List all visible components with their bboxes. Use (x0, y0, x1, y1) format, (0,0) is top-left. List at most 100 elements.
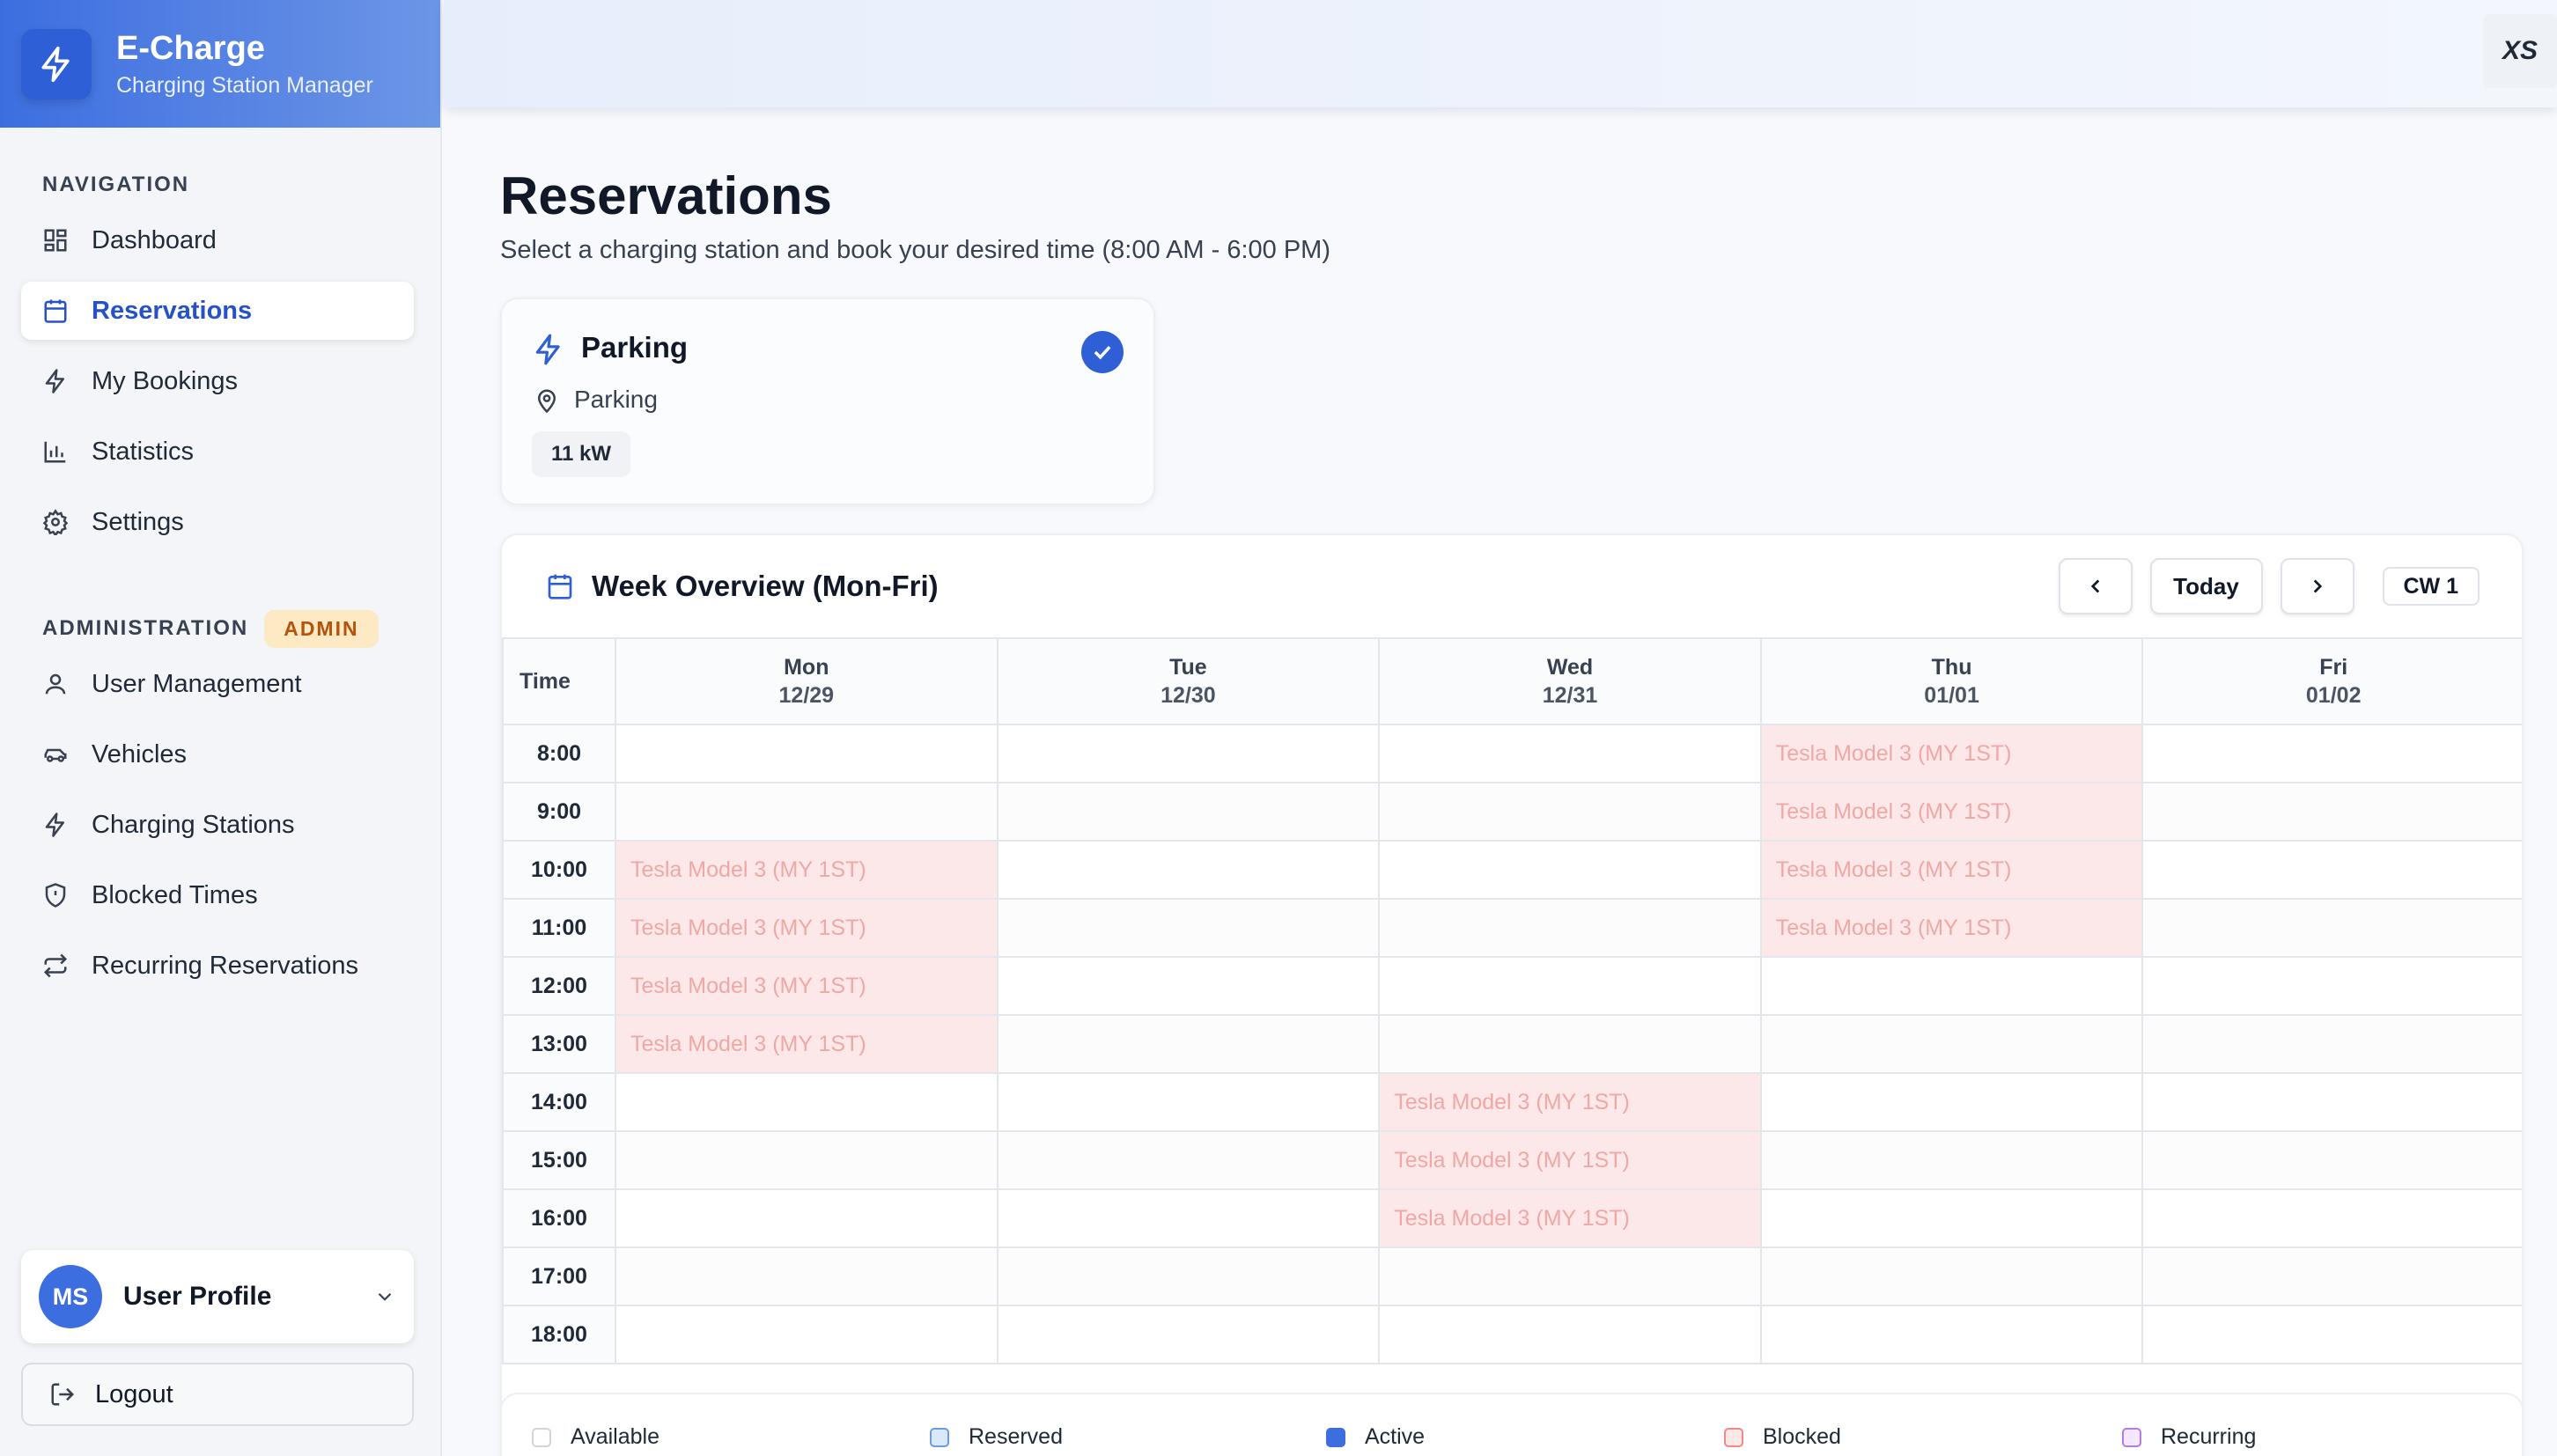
legend-active: Active (1326, 1424, 1425, 1450)
sidebar-item-my-bookings[interactable]: My Bookings (21, 352, 414, 410)
available-slot[interactable] (1378, 898, 1762, 958)
available-slot[interactable] (1378, 1014, 1762, 1074)
sidebar-item-recurring-reservations[interactable]: Recurring Reservations (21, 937, 414, 995)
bolt-icon (535, 334, 560, 365)
available-slot[interactable] (1378, 1246, 1762, 1306)
booked-slot: Tesla Model 3 (MY 1ST) (1759, 840, 2144, 900)
available-slot[interactable] (996, 782, 1381, 842)
gear-icon (42, 509, 69, 535)
sidebar-item-dashboard[interactable]: Dashboard (21, 211, 414, 269)
week-grid-body: 8:00 Tesla Model 3 (MY 1ST) 9:00 Tesla Mode… (502, 724, 2522, 1364)
booked-slot: Tesla Model 3 (MY 1ST) (615, 898, 998, 958)
available-slot[interactable] (996, 1246, 1381, 1306)
booked-slot: Tesla Model 3 (MY 1ST) (615, 956, 998, 1016)
table-row: 11:00 Tesla Model 3 (MY 1ST) Tesla Model 3… (502, 898, 2522, 958)
available-slot[interactable] (615, 724, 998, 783)
available-slot[interactable] (1759, 1072, 2144, 1132)
available-slot[interactable] (2141, 782, 2522, 842)
day-header-wed: Wed 12/31 (1378, 637, 1762, 725)
available-slot[interactable] (1378, 724, 1762, 783)
legend-label: Blocked (1763, 1424, 1841, 1449)
sidebar-item-user-management[interactable]: User Management (21, 655, 414, 713)
day-date: 12/29 (778, 683, 835, 708)
available-slot[interactable] (1759, 1188, 2144, 1248)
time-column-header: Time (502, 637, 616, 725)
sidebar-item-label: Charging Stations (92, 810, 295, 839)
day-name: Wed (1546, 655, 1594, 680)
available-slot[interactable] (615, 1130, 998, 1190)
day-header-fri: Fri 01/02 (2141, 637, 2522, 725)
calendar-icon (548, 574, 572, 599)
admin-label: ADMINISTRATION (42, 616, 249, 640)
legend-swatch (532, 1427, 551, 1447)
available-slot[interactable] (1378, 782, 1762, 842)
available-slot[interactable] (1759, 1246, 2144, 1306)
legend-blocked: Blocked (1724, 1424, 1841, 1450)
available-slot[interactable] (1378, 956, 1762, 1016)
user-icon (45, 673, 66, 695)
booked-slot: Tesla Model 3 (MY 1ST) (1378, 1072, 1762, 1132)
available-slot[interactable] (1759, 956, 2144, 1016)
available-slot[interactable] (615, 782, 998, 842)
available-slot[interactable] (2141, 1188, 2522, 1248)
available-slot[interactable] (615, 1305, 998, 1364)
admin-section-label: ADMINISTRATION ADMIN (0, 609, 379, 648)
available-slot[interactable] (2141, 1305, 2522, 1364)
day-name: Thu (1931, 655, 1972, 680)
booked-slot: Tesla Model 3 (MY 1ST) (615, 1014, 998, 1074)
available-slot[interactable] (1759, 1130, 2144, 1190)
calendar-icon (44, 299, 67, 323)
available-slot[interactable] (2141, 724, 2522, 783)
app-switcher-icon[interactable]: XS (2483, 14, 2557, 88)
available-slot[interactable] (615, 1246, 998, 1306)
today-button[interactable]: Today (2149, 558, 2263, 614)
sidebar-item-label: Blocked Times (92, 880, 258, 909)
prev-week-button[interactable] (2058, 558, 2133, 614)
available-slot[interactable] (2141, 1072, 2522, 1132)
user-profile-menu[interactable]: MS User Profile (21, 1250, 414, 1343)
available-slot[interactable] (996, 1014, 1381, 1074)
sidebar-item-settings[interactable]: Settings (21, 493, 414, 551)
sidebar-item-label: Reservations (92, 296, 253, 325)
bolt-icon (45, 813, 64, 837)
admin-badge: ADMIN (264, 609, 379, 648)
day-header-thu: Thu 01/01 (1759, 637, 2144, 725)
available-slot[interactable] (1759, 1014, 2144, 1074)
available-slot[interactable] (2141, 898, 2522, 958)
sidebar-item-charging-stations[interactable]: Charging Stations (21, 796, 414, 854)
available-slot[interactable] (996, 1072, 1381, 1132)
main-content: Reservations Select a charging station a… (444, 107, 2557, 1456)
station-card[interactable]: Parking Parking 11 kW (500, 298, 1155, 505)
sidebar-item-label: Statistics (92, 437, 195, 466)
available-slot[interactable] (1759, 1305, 2144, 1364)
booked-slot: Tesla Model 3 (MY 1ST) (1378, 1188, 1762, 1248)
available-slot[interactable] (996, 956, 1381, 1016)
logout-button[interactable]: Logout (21, 1363, 414, 1426)
available-slot[interactable] (2141, 956, 2522, 1016)
available-slot[interactable] (2141, 1130, 2522, 1190)
available-slot[interactable] (1378, 840, 1762, 900)
available-slot[interactable] (996, 1305, 1381, 1364)
next-week-button[interactable] (2280, 558, 2354, 614)
sidebar-item-blocked-times[interactable]: Blocked Times (21, 866, 414, 924)
sidebar-item-vehicles[interactable]: Vehicles (21, 725, 414, 783)
available-slot[interactable] (996, 1188, 1381, 1248)
app-subtitle: Charging Station Manager (116, 73, 373, 98)
available-slot[interactable] (2141, 840, 2522, 900)
available-slot[interactable] (1378, 1305, 1762, 1364)
available-slot[interactable] (996, 1130, 1381, 1190)
station-location: Parking (574, 386, 658, 413)
available-slot[interactable] (996, 898, 1381, 958)
available-slot[interactable] (2141, 1014, 2522, 1074)
legend-label: Recurring (2161, 1424, 2257, 1449)
available-slot[interactable] (2141, 1246, 2522, 1306)
available-slot[interactable] (996, 724, 1381, 783)
available-slot[interactable] (996, 840, 1381, 900)
sidebar-item-reservations[interactable]: Reservations (21, 282, 414, 340)
sidebar-item-statistics[interactable]: Statistics (21, 423, 414, 481)
legend-available: Available (532, 1424, 660, 1450)
bar-chart-icon (44, 441, 66, 463)
legend-label: Active (1365, 1424, 1426, 1449)
available-slot[interactable] (615, 1072, 998, 1132)
available-slot[interactable] (615, 1188, 998, 1248)
